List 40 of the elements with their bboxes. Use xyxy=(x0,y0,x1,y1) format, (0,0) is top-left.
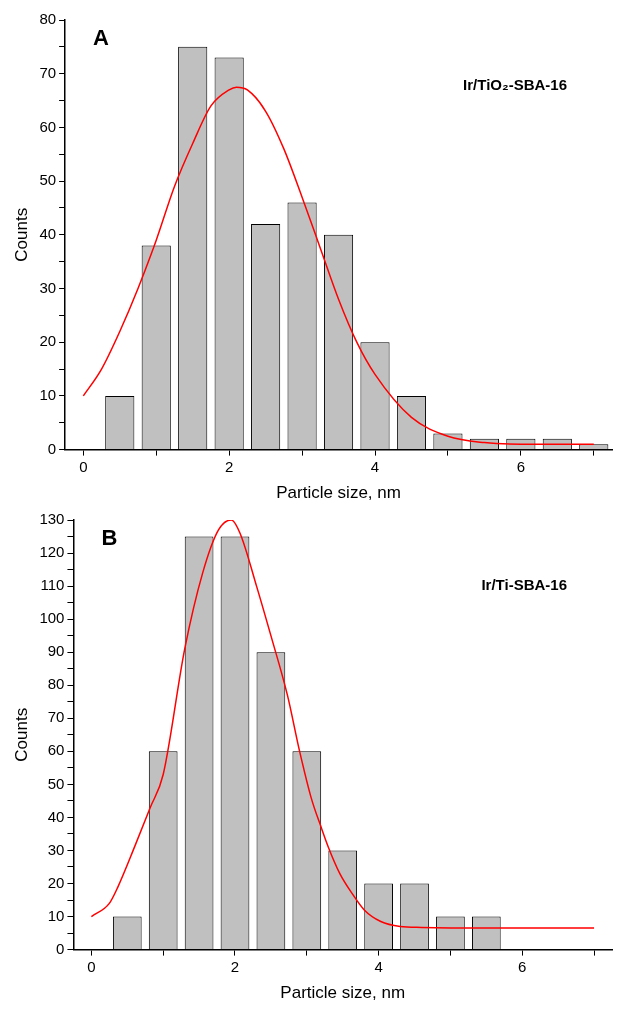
y-tick-label: 70 xyxy=(39,63,57,81)
y-axis-title: Counts xyxy=(11,207,31,262)
y-tick-label: 20 xyxy=(47,873,65,891)
x-tick-label: 4 xyxy=(370,457,380,475)
x-axis-title: Particle size, nm xyxy=(280,983,406,1003)
y-tick-label: 50 xyxy=(39,171,57,189)
x-tick-label: 6 xyxy=(516,457,526,475)
y-tick-label: 40 xyxy=(47,807,65,825)
annotation: A xyxy=(93,25,110,51)
x-tick-label: 0 xyxy=(87,957,96,975)
x-tick-label: 2 xyxy=(230,957,240,975)
annotation: Ir/TiO₂-SBA-16 xyxy=(463,75,567,93)
y-tick-label: 20 xyxy=(39,332,57,350)
y-tick-label: 110 xyxy=(40,576,65,594)
y-tick-label: 40 xyxy=(39,224,57,242)
x-tick-label: 4 xyxy=(374,957,383,975)
x-axis-title: Particle size, nm xyxy=(276,483,401,503)
y-tick-label: 80 xyxy=(39,10,57,28)
annotation: Ir/Ti-SBA-16 xyxy=(481,575,567,593)
x-tick-label: 2 xyxy=(224,457,234,475)
y-tick-label: 60 xyxy=(39,117,57,135)
annotation: B xyxy=(101,525,118,551)
y-tick-label: 90 xyxy=(47,642,65,660)
x-tick-label: 6 xyxy=(518,957,527,975)
line-series xyxy=(90,520,595,929)
y-axis-title: Counts xyxy=(11,707,31,762)
y-tick-label: 30 xyxy=(47,840,65,858)
y-tick-label: 0 xyxy=(56,939,65,957)
y-tick-label: 130 xyxy=(39,510,65,528)
y-tick-label: 120 xyxy=(39,543,65,561)
y-tick-label: 100 xyxy=(39,609,65,627)
y-tick-label: 60 xyxy=(47,741,65,759)
y-tick-label: 70 xyxy=(47,708,65,726)
x-tick-label: 0 xyxy=(79,457,88,475)
y-tick-label: 10 xyxy=(39,386,57,404)
y-tick-label: 50 xyxy=(47,774,65,792)
y-tick-label: 80 xyxy=(47,675,65,693)
y-tick-label: 10 xyxy=(47,906,65,924)
y-tick-label: 30 xyxy=(39,278,57,296)
y-tick-label: 0 xyxy=(47,439,57,457)
